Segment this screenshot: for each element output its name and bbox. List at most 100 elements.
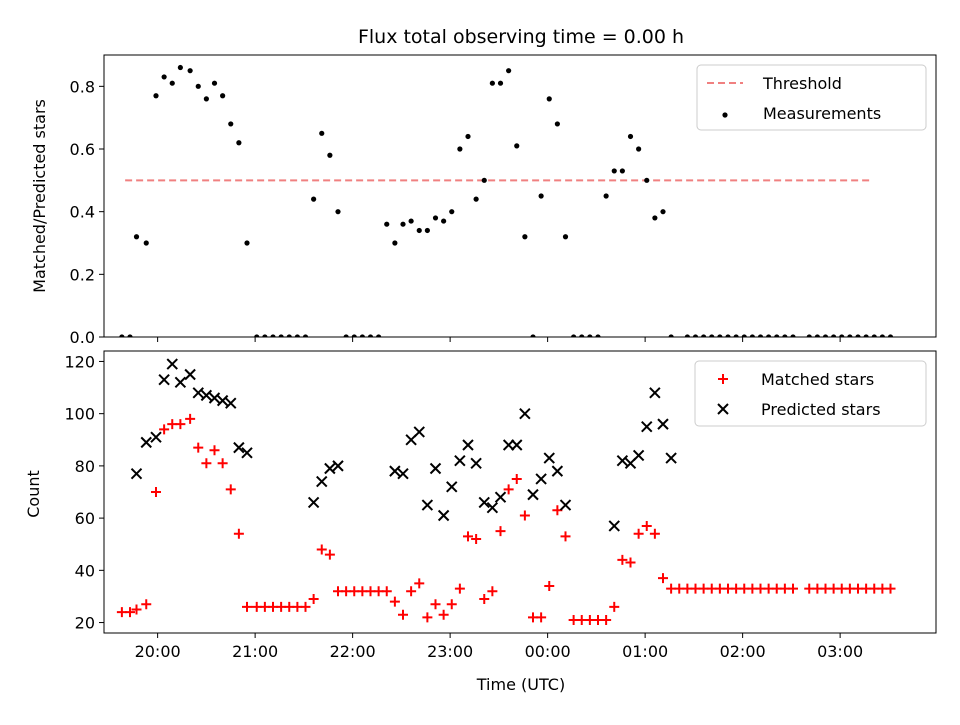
bottom-axes-frame [103, 350, 937, 634]
predicted-star-point [446, 481, 458, 493]
predicted-star-point [527, 488, 539, 501]
measurement-point [668, 334, 674, 337]
matched-star-point [159, 424, 170, 435]
matched-star-point [641, 520, 652, 531]
measurement-point [644, 177, 650, 183]
top-subplot: 0.0 0.2 0.4 0.6 0.8 Threshold Measurements [70, 54, 937, 347]
top-y-tick-label: 0.0 [70, 328, 95, 347]
measurement-point [822, 334, 829, 337]
measurement-point [127, 334, 133, 337]
measurement-point [766, 334, 772, 337]
top-y-tick-label: 0.4 [70, 203, 95, 222]
measurement-point [286, 334, 292, 337]
measurement-point [855, 334, 861, 337]
matched-star-point [788, 583, 798, 594]
matched-star-point [471, 534, 482, 544]
measurement-point [143, 240, 149, 246]
measurement-point [133, 234, 140, 240]
predicted-star-point [225, 397, 237, 409]
bottom-x-axis-label: Time (UTC) [476, 675, 565, 694]
matched-star-point [324, 549, 335, 560]
top-y-axis-label: Matched/Predicted stars [30, 99, 49, 293]
predicted-star-point [241, 447, 253, 459]
measurement-point [757, 334, 764, 337]
matched-star-point [633, 528, 644, 539]
measurement-point [725, 334, 731, 337]
matched-star-point [141, 599, 152, 610]
predicted-star-point [559, 499, 572, 511]
top-chart-title: Flux total observing time = 0.00 h [358, 26, 684, 48]
matched-star-point [193, 442, 204, 453]
measurement-point [579, 334, 585, 337]
matched-star-point [233, 528, 244, 539]
matched-star-point [201, 458, 212, 469]
predicted-star-point [454, 454, 466, 467]
x-tick-label: 21:00 [232, 642, 278, 661]
legend-label: Predicted stars [761, 400, 881, 419]
bottom-y-tick-label: 80 [75, 457, 95, 476]
matched-star-point [552, 505, 563, 516]
predicted-star-point [470, 457, 482, 469]
predicted-star-point [429, 462, 442, 475]
measurement-point [351, 334, 357, 337]
predicted-star-point [174, 376, 187, 389]
matched-star-point [300, 601, 311, 612]
matched-star-point [151, 487, 161, 497]
measurement-point [717, 334, 723, 337]
legend-label: Matched stars [761, 370, 874, 389]
predicted-star-point [332, 460, 344, 472]
matched-star-point [658, 573, 668, 584]
measurement-point [416, 227, 422, 234]
measurement-point [619, 168, 625, 174]
measurement-point [195, 83, 201, 89]
predicted-star-point [216, 394, 229, 407]
predicted-star-point [307, 496, 320, 509]
matched-star-point [519, 510, 530, 521]
predicted-star-point [192, 387, 204, 399]
measurement-point [169, 80, 175, 86]
measurement-point [887, 334, 894, 337]
measurement-point [871, 334, 877, 337]
measurement-point [211, 80, 218, 86]
measurement-point [709, 334, 715, 337]
measurement-point [595, 334, 601, 337]
predicted-star-point [502, 439, 515, 451]
predicted-star-point [150, 431, 162, 443]
measurement-point [302, 334, 309, 337]
matched-star-point [430, 599, 441, 610]
measurement-point [506, 68, 512, 74]
x-tick-label: 00:00 [525, 642, 571, 661]
measurement-point [660, 209, 666, 215]
legend-measurement-marker [722, 112, 728, 118]
measurement-point [489, 80, 495, 86]
measurement-point [571, 334, 577, 337]
measurement-point [692, 334, 699, 337]
matched-star-point [217, 458, 228, 469]
top-marks [119, 64, 894, 337]
predicted-star-point [632, 449, 645, 462]
matched-star-point [414, 578, 425, 589]
predicted-star-point [462, 439, 474, 451]
measurement-point [392, 240, 398, 246]
predicted-star-point [551, 465, 564, 477]
matched-star-point [503, 484, 514, 495]
predicted-star-point [511, 439, 523, 451]
matched-star-point [131, 604, 142, 615]
matched-star-point [560, 531, 571, 542]
measurement-point [465, 133, 471, 140]
matched-star-point [125, 607, 135, 618]
measurement-point [879, 334, 885, 337]
matched-star-point [389, 596, 400, 607]
matched-star-point [308, 594, 319, 605]
predicted-star-point [130, 468, 143, 480]
matched-star-point [406, 586, 417, 597]
measurement-point [432, 215, 439, 221]
predicted-star-point [494, 491, 507, 503]
measurement-point [177, 64, 183, 71]
predicted-star-point [478, 496, 490, 509]
measurement-point [203, 96, 209, 102]
bottom-y-tick-label: 120 [64, 352, 95, 371]
measurement-point [384, 221, 390, 227]
